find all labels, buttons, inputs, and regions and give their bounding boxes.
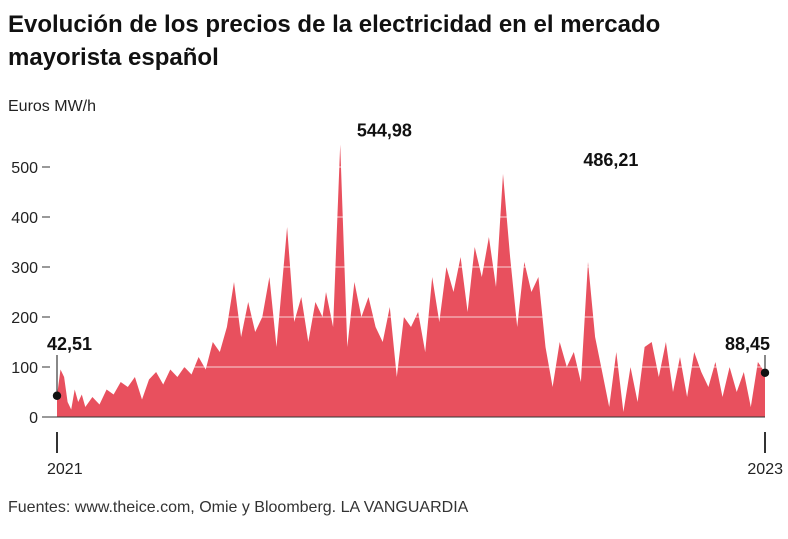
y-tick-label: 200 [11,310,38,327]
x-axis: 2021 2023 [47,432,783,478]
y-tick-label: 400 [11,210,38,227]
y-axis: 0 100 200 300 400 500 [11,160,50,427]
gridlines [42,166,765,418]
area-layer [57,144,765,417]
chart-title: Evolución de los precios de la electrici… [8,11,661,71]
y-tick-label: 0 [29,410,38,427]
y-axis-unit-label: Euros MW/h [8,98,97,115]
y-tick-label: 500 [11,160,38,177]
x-tick-label: 2021 [47,461,83,478]
annotation-marker [760,368,770,377]
annotation-label: 42,51 [47,334,92,354]
y-tick-label: 100 [11,360,38,377]
x-tick-label: 2023 [747,461,783,478]
source-note: Fuentes: www.theice.com, Omie y Bloomber… [8,499,469,516]
price-area [57,144,765,417]
annotation-label: 88,45 [725,334,770,354]
annotation-marker [52,391,62,400]
y-tick-label: 300 [11,260,38,277]
annotations: 42,51 544,98 486,21 88,45 [47,121,770,400]
annotation-label: 544,98 [357,121,412,141]
annotation-label: 486,21 [583,150,638,170]
